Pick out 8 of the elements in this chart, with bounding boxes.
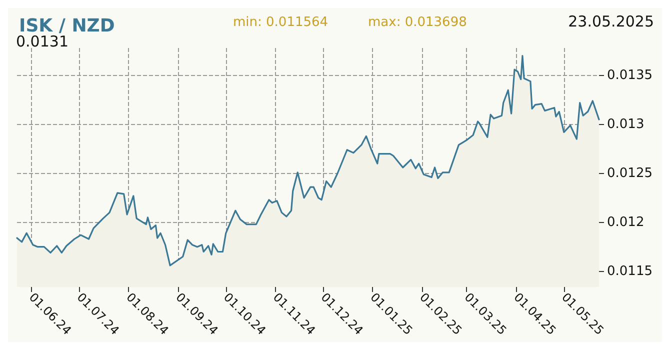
text: 23.05.2025: [568, 12, 654, 30]
y-tick-label: 0.0125: [607, 166, 652, 181]
y-tick-label: 0.0115: [607, 264, 652, 279]
y-tick-label: 0.0135: [607, 68, 652, 83]
text: min: 0.011564: [233, 15, 328, 30]
text: max: 0.013698: [368, 15, 467, 30]
y-tick-label: 0.012: [607, 214, 644, 230]
y-tick-label: 0.013: [607, 116, 644, 132]
